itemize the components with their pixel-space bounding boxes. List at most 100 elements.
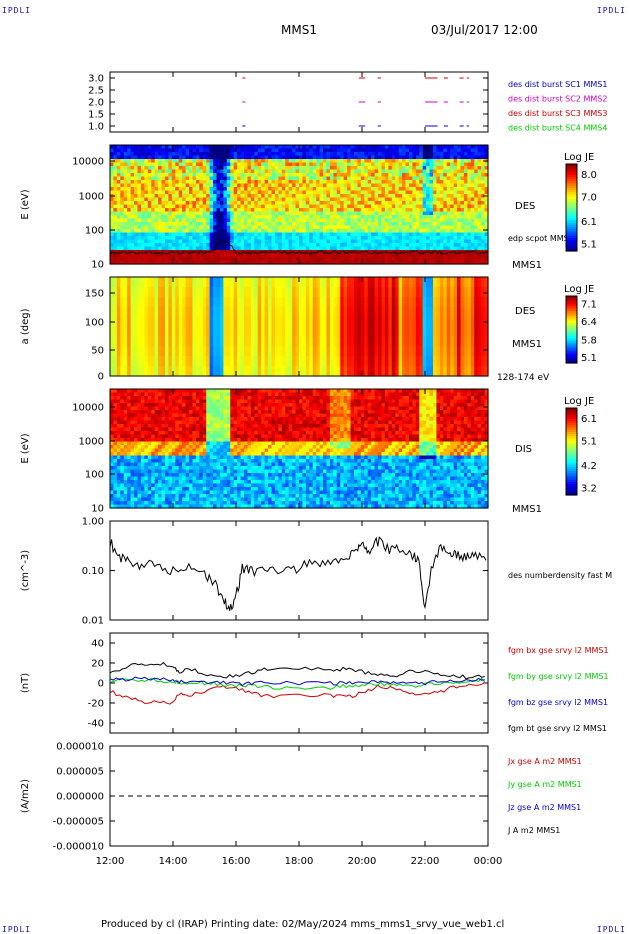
des-energy-cell xyxy=(378,225,383,230)
des-pitch-cell xyxy=(384,277,389,288)
des-energy-cell xyxy=(268,225,273,230)
des-energy-cell xyxy=(391,204,396,209)
des-energy-cell xyxy=(350,183,355,188)
des-energy-cell xyxy=(443,152,448,157)
des-pitch-cell xyxy=(288,306,293,318)
des-energy-cell xyxy=(470,232,475,237)
des-pitch-cell xyxy=(110,346,115,357)
des-energy-cell xyxy=(439,218,444,223)
des-energy-cell xyxy=(364,166,369,171)
des-energy-cell xyxy=(367,222,372,227)
des-energy-cell xyxy=(223,180,228,185)
des-pitch-cell xyxy=(463,366,468,377)
des-pitch-cell xyxy=(271,346,276,357)
des-energy-colorbar-cell xyxy=(566,166,577,169)
des-energy-cell xyxy=(481,187,486,192)
des-energy-cell xyxy=(470,246,475,251)
des-pitch-cell xyxy=(340,346,345,357)
des-energy-cell xyxy=(247,260,252,265)
des-energy-cell xyxy=(384,218,389,223)
des-energy-cell xyxy=(350,145,355,150)
des-pitch-cell xyxy=(333,326,338,337)
des-energy-cell xyxy=(439,229,444,234)
des-energy-cell xyxy=(415,243,420,248)
des-energy-cell xyxy=(412,257,417,262)
des-energy-cell xyxy=(467,173,472,178)
des-pitch-cell xyxy=(474,277,479,288)
des-energy-cell xyxy=(213,162,218,167)
des-energy-cell xyxy=(264,229,269,234)
des-energy-cell xyxy=(244,169,249,174)
des-energy-cell xyxy=(278,243,283,248)
des-energy-cell xyxy=(360,243,365,248)
des-energy-cell xyxy=(384,155,389,160)
des-energy-cell xyxy=(388,257,393,262)
des-energy-cell xyxy=(244,176,249,181)
des-energy-cell xyxy=(329,211,334,216)
des-pitch-cell xyxy=(182,306,187,318)
des-energy-cell xyxy=(247,239,252,244)
des-energy-cell xyxy=(154,218,159,223)
des-energy-cell xyxy=(412,201,417,206)
des-energy-cell xyxy=(254,222,259,227)
des-energy-cell xyxy=(213,197,218,202)
des-energy-cell xyxy=(374,204,379,209)
des-energy-cell xyxy=(261,194,266,199)
des-energy-cell xyxy=(405,159,410,164)
des-energy-cell xyxy=(353,243,359,248)
des-energy-cell xyxy=(144,232,149,237)
des-energy-cell xyxy=(268,145,273,150)
des-energy-cell xyxy=(127,169,132,174)
des-energy-cell xyxy=(230,169,235,174)
des-energy-cell xyxy=(384,183,389,188)
des-pitch-cell xyxy=(151,277,156,288)
des-energy-cell xyxy=(285,204,290,209)
des-pitch-cell xyxy=(226,366,231,377)
des-energy-cell xyxy=(137,190,142,195)
des-energy-cell xyxy=(384,159,389,164)
des-pitch-cell xyxy=(470,306,475,318)
des-pitch-cell xyxy=(347,356,352,367)
des-pitch-cell xyxy=(209,286,214,298)
des-energy-cell xyxy=(457,187,462,192)
des-energy-cell xyxy=(257,211,262,216)
des-pitch-cell xyxy=(130,366,135,377)
des-energy-cell xyxy=(154,211,159,216)
des-energy-cell xyxy=(419,194,424,199)
des-energy-cell xyxy=(120,180,125,185)
des-pitch-cell xyxy=(439,326,444,337)
des-pitch-cell xyxy=(474,286,479,298)
des-energy-cell xyxy=(199,222,204,227)
des-pitch-cell xyxy=(309,336,314,347)
des-energy-cell xyxy=(206,246,211,251)
des-energy-cell xyxy=(384,260,389,265)
des-energy-cell xyxy=(271,183,276,188)
des-pitch-cell xyxy=(237,346,242,357)
des-energy-cell xyxy=(154,208,159,213)
des-energy-cell xyxy=(209,232,214,237)
des-energy-cell xyxy=(302,169,307,174)
des-energy-cell xyxy=(460,229,465,234)
des-pitch-cell xyxy=(247,296,252,308)
des-energy-cell xyxy=(268,260,273,265)
des-pitch-cell xyxy=(412,326,417,337)
des-energy-cell xyxy=(450,239,455,244)
des-energy-cell xyxy=(110,246,115,251)
des-energy-cell xyxy=(477,218,482,223)
des-energy-cell xyxy=(144,211,149,216)
des-pitch-cell xyxy=(381,336,386,347)
des-energy-cell xyxy=(305,187,310,192)
des-energy-cell xyxy=(446,225,451,230)
des-energy-cell xyxy=(175,218,180,223)
des-energy-cell xyxy=(192,260,197,265)
des-energy-cell xyxy=(305,218,310,223)
des-energy-cell xyxy=(250,229,255,234)
des-energy-cell xyxy=(281,180,286,185)
des-energy-cell xyxy=(457,246,462,251)
des-energy-cell xyxy=(244,159,249,164)
des-energy-cell xyxy=(384,225,389,230)
des-energy-cell xyxy=(285,148,290,153)
des-pitch-cell xyxy=(271,277,276,288)
des-pitch-cell xyxy=(144,356,149,367)
des-energy-cell xyxy=(343,225,348,230)
